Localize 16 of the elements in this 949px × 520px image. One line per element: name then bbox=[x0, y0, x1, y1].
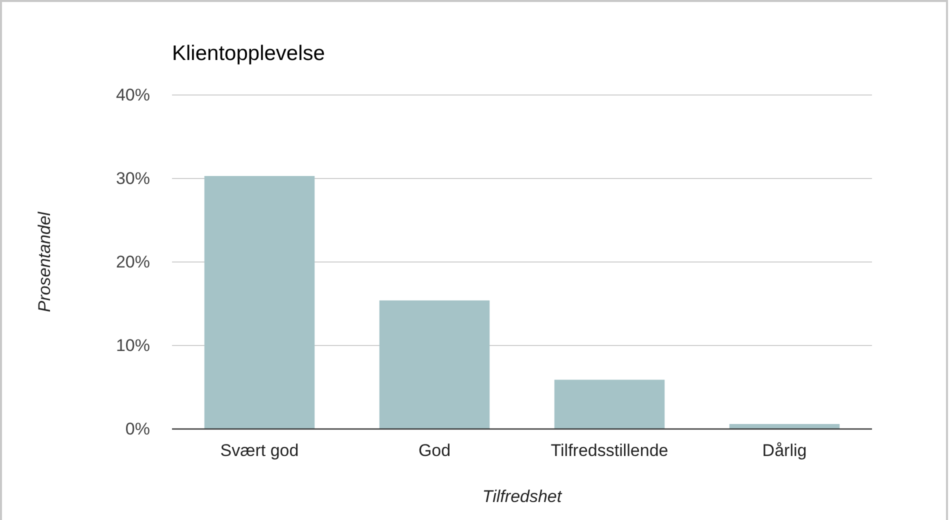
bar bbox=[729, 424, 840, 429]
y-tick-label: 10% bbox=[116, 336, 150, 355]
y-tick-label: 20% bbox=[116, 252, 150, 272]
y-tick-label: 30% bbox=[116, 168, 150, 188]
x-tick-label: Dårlig bbox=[762, 441, 807, 460]
y-tick-label: 40% bbox=[116, 85, 150, 104]
x-tick-label: God bbox=[418, 441, 451, 460]
chart-title: Klientopplevelse bbox=[172, 42, 325, 65]
bar bbox=[554, 380, 665, 429]
y-axis-title: Prosentandel bbox=[35, 210, 54, 312]
bar bbox=[379, 300, 490, 429]
x-axis-title: Tilfredshet bbox=[482, 487, 563, 506]
x-tick-label: Svært god bbox=[220, 441, 299, 460]
y-tick-label: 0% bbox=[125, 419, 150, 438]
x-tick-label: Tilfredsstillende bbox=[550, 441, 668, 460]
bar bbox=[204, 176, 315, 429]
